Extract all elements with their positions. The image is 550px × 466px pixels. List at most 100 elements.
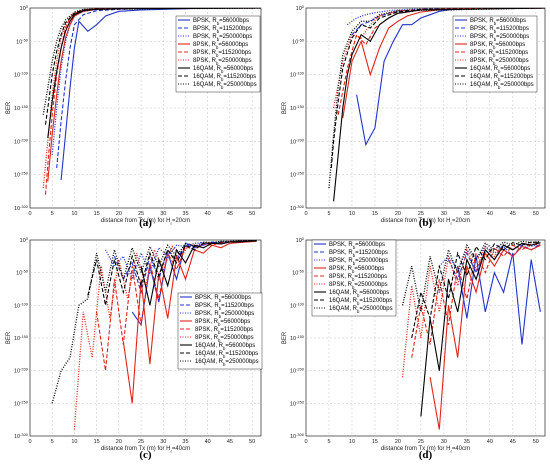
y-tick-label: 10-50: [292, 268, 305, 277]
series-group: [328, 8, 545, 202]
chart-panel: 0 5 10 15 20 25 30 35 40 45 50 100 10-50 10-100 10-150…: [6, 4, 262, 229]
legend-label: 16QAM, Rb=56000bps: [193, 66, 253, 74]
legend-label: 8PSK, Rb=250000bps: [193, 58, 252, 66]
legend-label: 8PSK, Rb=115200bps: [193, 50, 251, 58]
x-tick-label: 45: [227, 211, 233, 217]
y-tick-label: 10-300: [290, 204, 305, 213]
x-tick-label: 40: [205, 439, 211, 445]
x-tick-label: 0: [28, 211, 31, 217]
y-tick-label: 10-300: [290, 432, 305, 441]
x-axis-label: distance from Tx (m) for Hr=40cm: [101, 446, 190, 454]
series-line: [73, 240, 253, 430]
y-tick-label: 10-250: [14, 170, 29, 179]
x-tick-label: 20: [395, 211, 401, 217]
series-line: [457, 252, 541, 345]
y-axis-label: BER: [6, 331, 12, 344]
series-line: [333, 8, 545, 202]
legend-label: BPSK, Rb=250000bps: [329, 258, 388, 266]
legend-label: 8PSK, Rb=56000bps: [193, 42, 248, 50]
y-axis-label: BER: [6, 101, 12, 114]
legend-box: [452, 15, 538, 93]
panel-caption: (c): [139, 449, 152, 461]
panel-caption: (d): [419, 449, 433, 461]
x-tick-label: 25: [138, 439, 144, 445]
x-tick-label: 5: [51, 439, 54, 445]
y-tick-label: 10-50: [292, 37, 305, 46]
x-tick-label: 50: [533, 211, 539, 217]
series-line: [104, 240, 257, 282]
x-tick-label: 5: [327, 211, 330, 217]
x-tick-label: 25: [418, 439, 424, 445]
x-tick-label: 20: [395, 439, 401, 445]
series-line: [420, 242, 541, 417]
y-axis-label: BER: [282, 331, 288, 344]
legend-label: 16QAM, Rb=250000bps: [195, 359, 259, 367]
y-tick-label: 10-200: [14, 137, 29, 146]
y-tick-label: 10-250: [290, 170, 305, 179]
legend-box: [177, 292, 263, 370]
series-line: [113, 240, 257, 295]
series-line: [328, 8, 545, 189]
legend-label: BPSK, Rb=56000bps: [195, 295, 251, 303]
legend-label: 16QAM, Rb=56000bps: [195, 343, 255, 351]
legend-label: BPSK, Rb=250000bps: [195, 311, 254, 319]
legend-label: 16QAM, Rb=250000bps: [470, 82, 534, 90]
y-tick-label: 10-100: [290, 301, 305, 310]
series-group: [51, 240, 257, 430]
series-line: [411, 243, 541, 358]
legend-label: BPSK, Rb=56000bps: [193, 18, 249, 26]
series-line: [411, 241, 541, 339]
x-tick-label: 50: [249, 439, 255, 445]
legend-label: 16QAM, Rb=250000bps: [329, 306, 393, 314]
legend-label: BPSK, Rb=115200bps: [195, 303, 254, 311]
y-tick-label: 100: [296, 4, 305, 13]
legend-label: BPSK, Rb=115200bps: [329, 250, 388, 258]
x-tick-label: 20: [116, 211, 122, 217]
legend-label: 8PSK, Rb=56000bps: [470, 42, 525, 50]
x-axis-label: distance from Tx (m) for Hr=20cm: [101, 218, 190, 226]
legend-label: 16QAM, Rb=250000bps: [193, 82, 257, 90]
x-tick-label: 40: [487, 439, 493, 445]
x-tick-label: 45: [510, 211, 516, 217]
legend-label: BPSK, Rb=115200bps: [193, 26, 252, 34]
y-tick-label: 10-250: [290, 399, 305, 408]
series-line: [347, 8, 545, 26]
x-tick-label: 15: [94, 439, 100, 445]
x-tick-label: 40: [487, 211, 493, 217]
legend-label: 8PSK, Rb=115200bps: [329, 274, 387, 282]
x-tick-label: 30: [160, 439, 166, 445]
series-line: [429, 244, 541, 430]
legend-label: 8PSK, Rb=56000bps: [329, 266, 384, 274]
series-group: [401, 240, 541, 430]
legend-label: 8PSK, Rb=250000bps: [329, 282, 388, 290]
x-tick-label: 35: [182, 211, 188, 217]
x-tick-label: 35: [464, 211, 470, 217]
y-tick-label: 10-100: [14, 301, 29, 310]
series-line: [96, 240, 257, 371]
y-tick-label: 10-300: [14, 204, 29, 213]
x-tick-label: 45: [510, 439, 516, 445]
panel-caption: (a): [139, 217, 152, 229]
legend-label: 8PSK, Rb=115200bps: [470, 50, 528, 58]
y-tick-label: 10-200: [14, 366, 29, 375]
panel-caption: (b): [419, 217, 433, 229]
legend-box: [311, 239, 397, 317]
x-axis-label: distance from Tx (m) for Hr=40cm: [381, 446, 470, 454]
y-tick-label: 10-150: [290, 334, 305, 343]
x-tick-label: 5: [51, 211, 54, 217]
y-tick-label: 100: [20, 4, 29, 13]
series-line: [42, 8, 261, 115]
series-line: [122, 240, 257, 404]
x-tick-label: 25: [418, 211, 424, 217]
y-tick-label: 100: [296, 236, 305, 245]
x-tick-label: 5: [327, 439, 330, 445]
y-tick-label: 10-250: [14, 399, 29, 408]
series-line: [330, 8, 545, 169]
x-tick-label: 0: [28, 439, 31, 445]
x-tick-label: 10: [71, 439, 77, 445]
x-tick-label: 0: [304, 211, 307, 217]
